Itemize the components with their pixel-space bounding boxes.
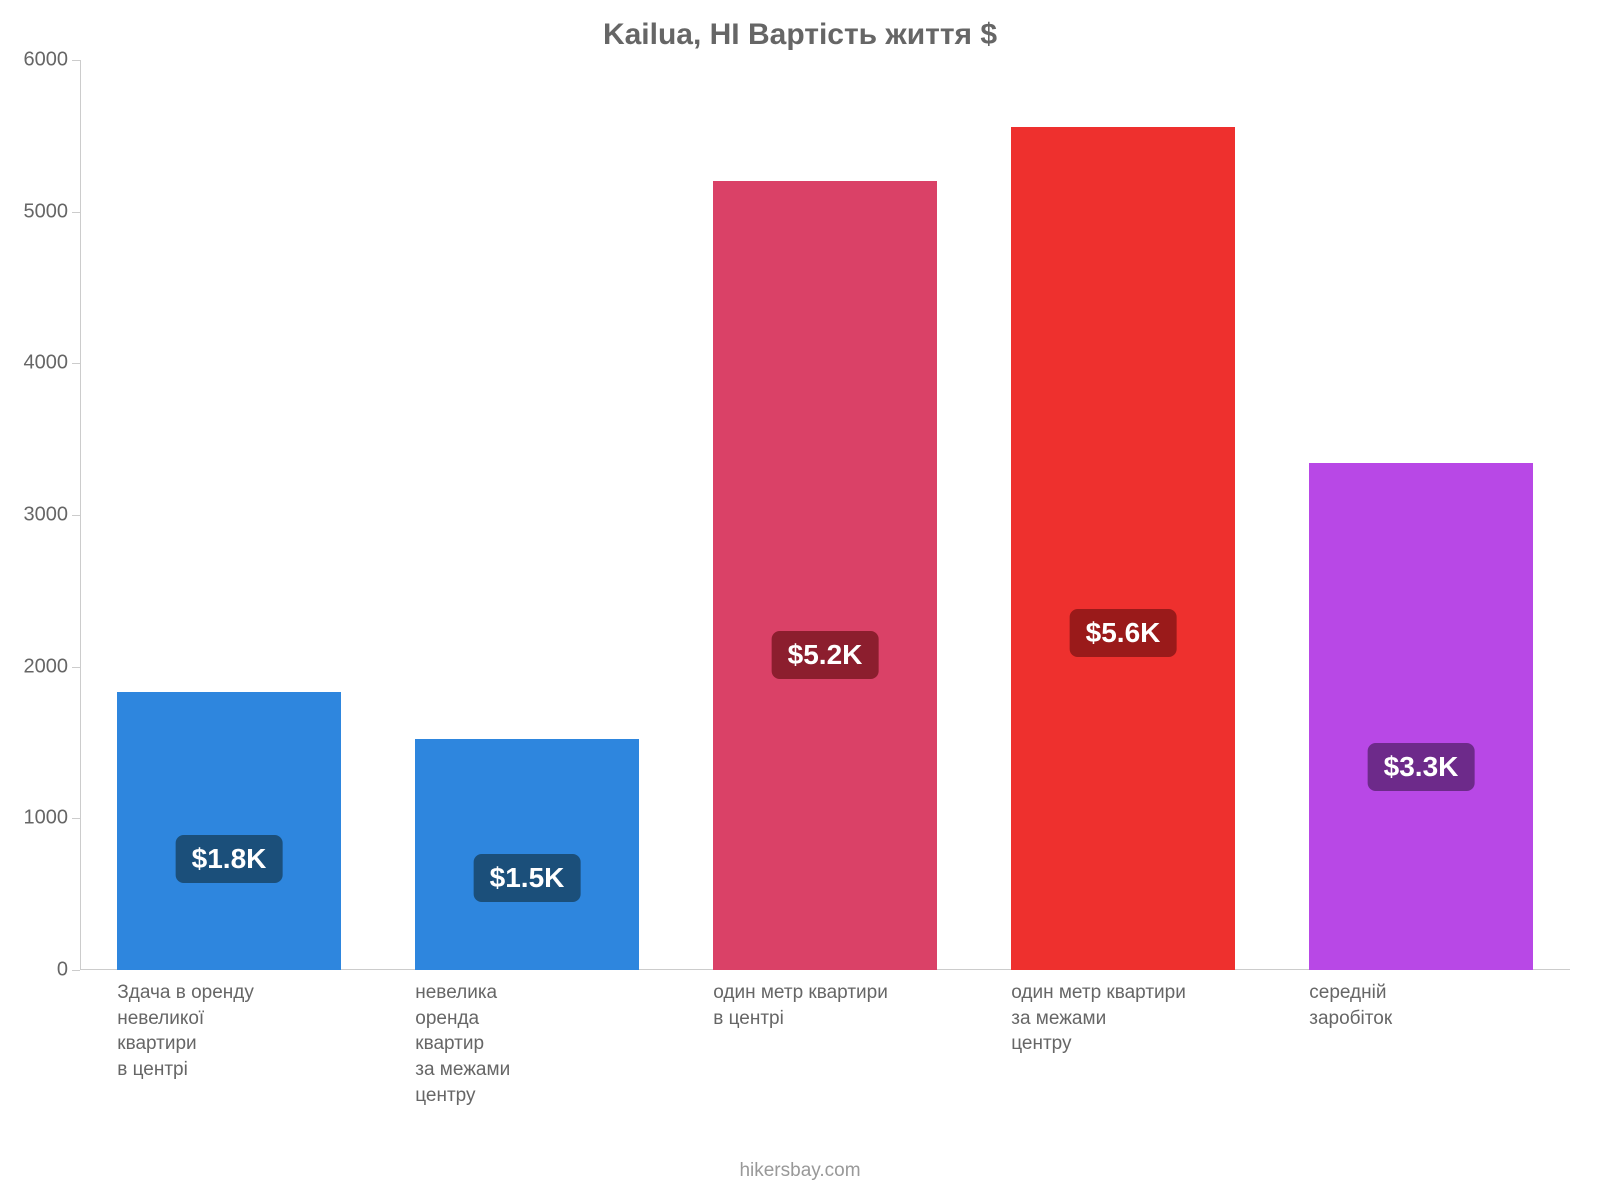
- bar: $1.5K: [415, 739, 639, 970]
- bar-value-badge: $1.5K: [474, 854, 581, 902]
- cost-of-living-chart: Kailua, HI Вартість життя $ 0 1000 2000 300…: [0, 0, 1600, 1200]
- y-tick-label: 3000: [24, 504, 81, 527]
- y-axis-line: [80, 60, 81, 970]
- bar: $1.8K: [117, 692, 341, 970]
- bar-value-badge: $1.8K: [176, 835, 283, 883]
- bar-value-badge: $5.6K: [1070, 609, 1177, 657]
- y-tick-label: 5000: [24, 200, 81, 223]
- x-axis-category-label: один метр квартири в центрі: [713, 980, 937, 1031]
- bar: $5.6K: [1011, 127, 1235, 970]
- bar: $5.2K: [713, 181, 937, 970]
- chart-plot-area: 0100020003000400050006000$1.8K$1.5K$5.2K…: [80, 60, 1570, 970]
- bar-value-badge: $3.3K: [1368, 743, 1475, 791]
- chart-footer: hikersbay.com: [0, 1160, 1600, 1182]
- bar: $3.3K: [1309, 463, 1533, 970]
- x-axis-category-label: один метр квартири за межами центру: [1011, 980, 1235, 1057]
- y-tick-label: 6000: [24, 49, 81, 72]
- y-tick-label: 4000: [24, 352, 81, 375]
- x-axis-category-label: середній заробіток: [1309, 980, 1533, 1031]
- bar-value-badge: $5.2K: [772, 631, 879, 679]
- y-tick-label: 0: [57, 959, 80, 982]
- x-axis-category-label: Здача в оренду невеликої квартири в цент…: [117, 980, 341, 1083]
- y-tick-label: 1000: [24, 807, 81, 830]
- y-tick-label: 2000: [24, 655, 81, 678]
- x-axis-category-label: невелика оренда квартир за межами центру: [415, 980, 639, 1108]
- chart-title: Kailua, HI Вартість життя $: [0, 18, 1600, 52]
